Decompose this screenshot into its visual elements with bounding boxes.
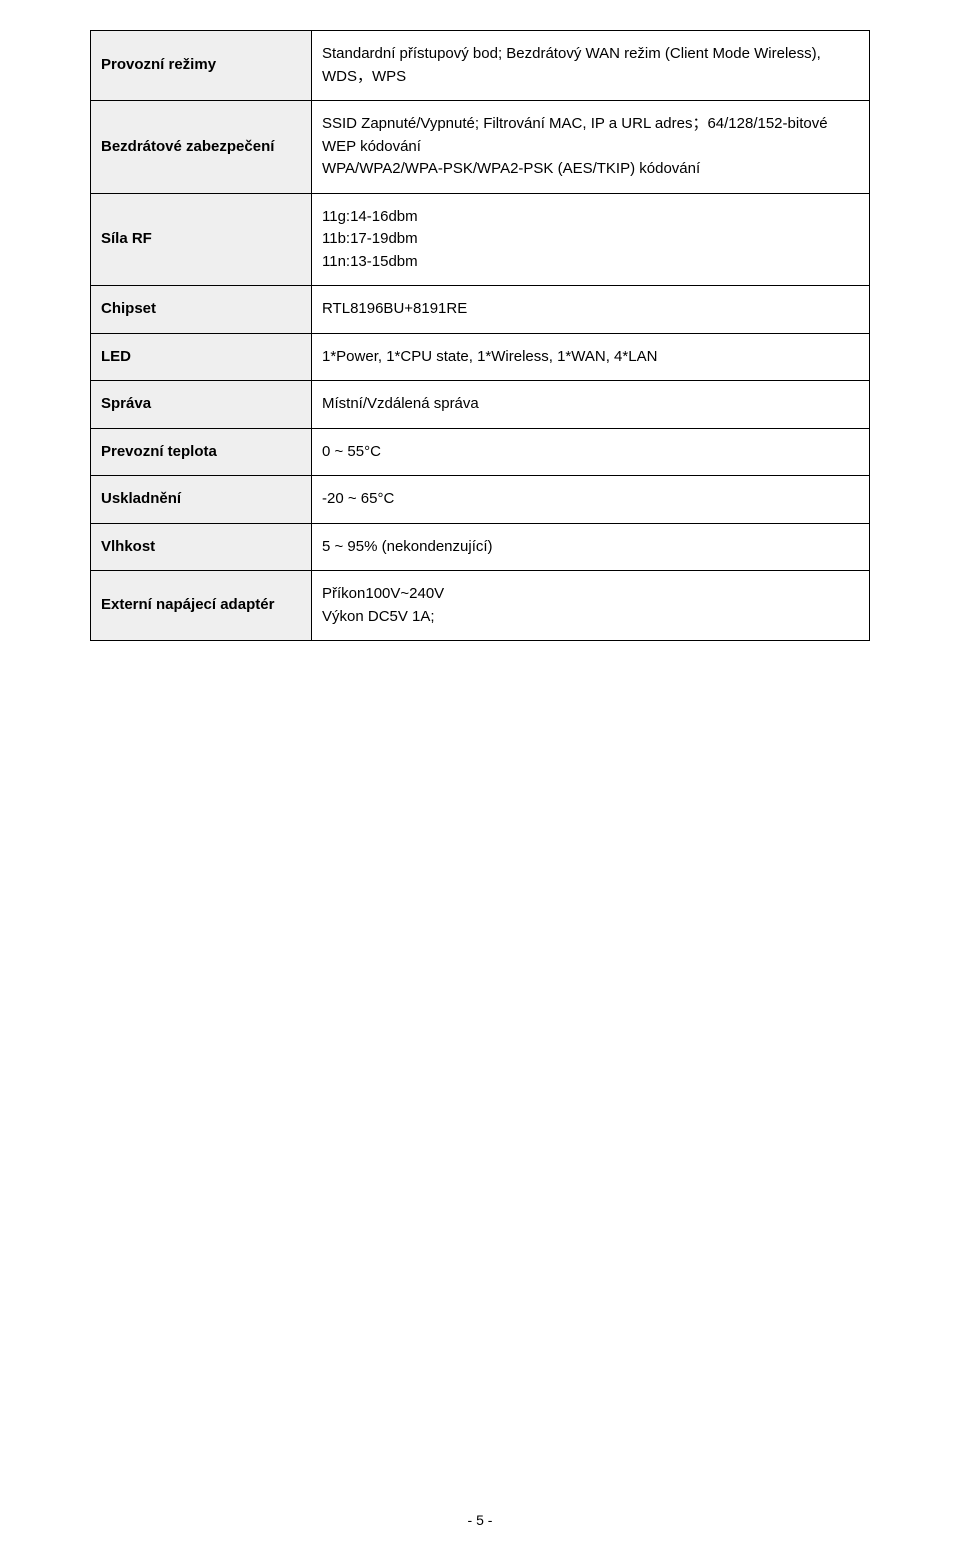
table-row: Vlhkost 5 ~ 95% (nekondenzující) bbox=[91, 523, 870, 571]
row-value: -20 ~ 65°C bbox=[312, 476, 870, 524]
row-label: Chipset bbox=[91, 286, 312, 334]
row-label: Prevozní teplota bbox=[91, 428, 312, 476]
row-value: Příkon100V~240VVýkon DC5V 1A; bbox=[312, 571, 870, 641]
row-value: 5 ~ 95% (nekondenzující) bbox=[312, 523, 870, 571]
row-value: Místní/Vzdálená správa bbox=[312, 381, 870, 429]
row-value-line: 5 ~ 95% (nekondenzující) bbox=[322, 536, 859, 559]
row-label: Externí napájecí adaptér bbox=[91, 571, 312, 641]
row-label: Provozní režimy bbox=[91, 31, 312, 101]
row-value-line: Místní/Vzdálená správa bbox=[322, 393, 859, 416]
row-value: SSID Zapnuté/Vypnuté; Filtrování MAC, IP… bbox=[312, 101, 870, 194]
row-value: 1*Power, 1*CPU state, 1*Wireless, 1*WAN,… bbox=[312, 333, 870, 381]
table-row: Síla RF11g:14-16dbm11b:17-19dbm11n:13-15… bbox=[91, 193, 870, 286]
table-row: Chipset RTL8196BU+8191RE bbox=[91, 286, 870, 334]
row-label: Síla RF bbox=[91, 193, 312, 286]
row-value-line: -20 ~ 65°C bbox=[322, 488, 859, 511]
spec-table: Provozní režimyStandardní přístupový bod… bbox=[90, 30, 870, 641]
table-row: Správa Místní/Vzdálená správa bbox=[91, 381, 870, 429]
row-value-line: RTL8196BU+8191RE bbox=[322, 298, 859, 321]
table-row: LED 1*Power, 1*CPU state, 1*Wireless, 1*W… bbox=[91, 333, 870, 381]
row-value-line: 11g:14-16dbm bbox=[322, 206, 859, 229]
row-value-line: 0 ~ 55°C bbox=[322, 441, 859, 464]
row-value-line: 11b:17-19dbm bbox=[322, 228, 859, 251]
row-value-line: 1*Power, 1*CPU state, 1*Wireless, 1*WAN,… bbox=[322, 346, 859, 369]
row-label: Uskladnění bbox=[91, 476, 312, 524]
table-row: Provozní režimyStandardní přístupový bod… bbox=[91, 31, 870, 101]
page: Provozní režimyStandardní přístupový bod… bbox=[0, 0, 960, 1558]
table-row: Uskladnění -20 ~ 65°C bbox=[91, 476, 870, 524]
row-value: 0 ~ 55°C bbox=[312, 428, 870, 476]
row-label: Správa bbox=[91, 381, 312, 429]
row-label: Bezdrátové zabezpečení bbox=[91, 101, 312, 194]
row-value: RTL8196BU+8191RE bbox=[312, 286, 870, 334]
row-label: Vlhkost bbox=[91, 523, 312, 571]
row-value: Standardní přístupový bod; Bezdrátový WA… bbox=[312, 31, 870, 101]
row-value: 11g:14-16dbm11b:17-19dbm11n:13-15dbm bbox=[312, 193, 870, 286]
row-value-line: WPA/WPA2/WPA-PSK/WPA2-PSK (AES/TKIP) kód… bbox=[322, 158, 859, 181]
row-value-line: Standardní přístupový bod; Bezdrátový WA… bbox=[322, 43, 859, 88]
row-value-line: SSID Zapnuté/Vypnuté; Filtrování MAC, IP… bbox=[322, 113, 859, 158]
table-row: Prevozní teplota 0 ~ 55°C bbox=[91, 428, 870, 476]
table-row: Bezdrátové zabezpečeníSSID Zapnuté/Vypnu… bbox=[91, 101, 870, 194]
row-value-line: 11n:13-15dbm bbox=[322, 251, 859, 274]
table-row: Externí napájecí adaptérPříkon100V~240VV… bbox=[91, 571, 870, 641]
page-number: - 5 - bbox=[0, 1512, 960, 1528]
spec-table-body: Provozní režimyStandardní přístupový bod… bbox=[91, 31, 870, 641]
row-value-line: Příkon100V~240V bbox=[322, 583, 859, 606]
row-label: LED bbox=[91, 333, 312, 381]
row-value-line: Výkon DC5V 1A; bbox=[322, 606, 859, 629]
